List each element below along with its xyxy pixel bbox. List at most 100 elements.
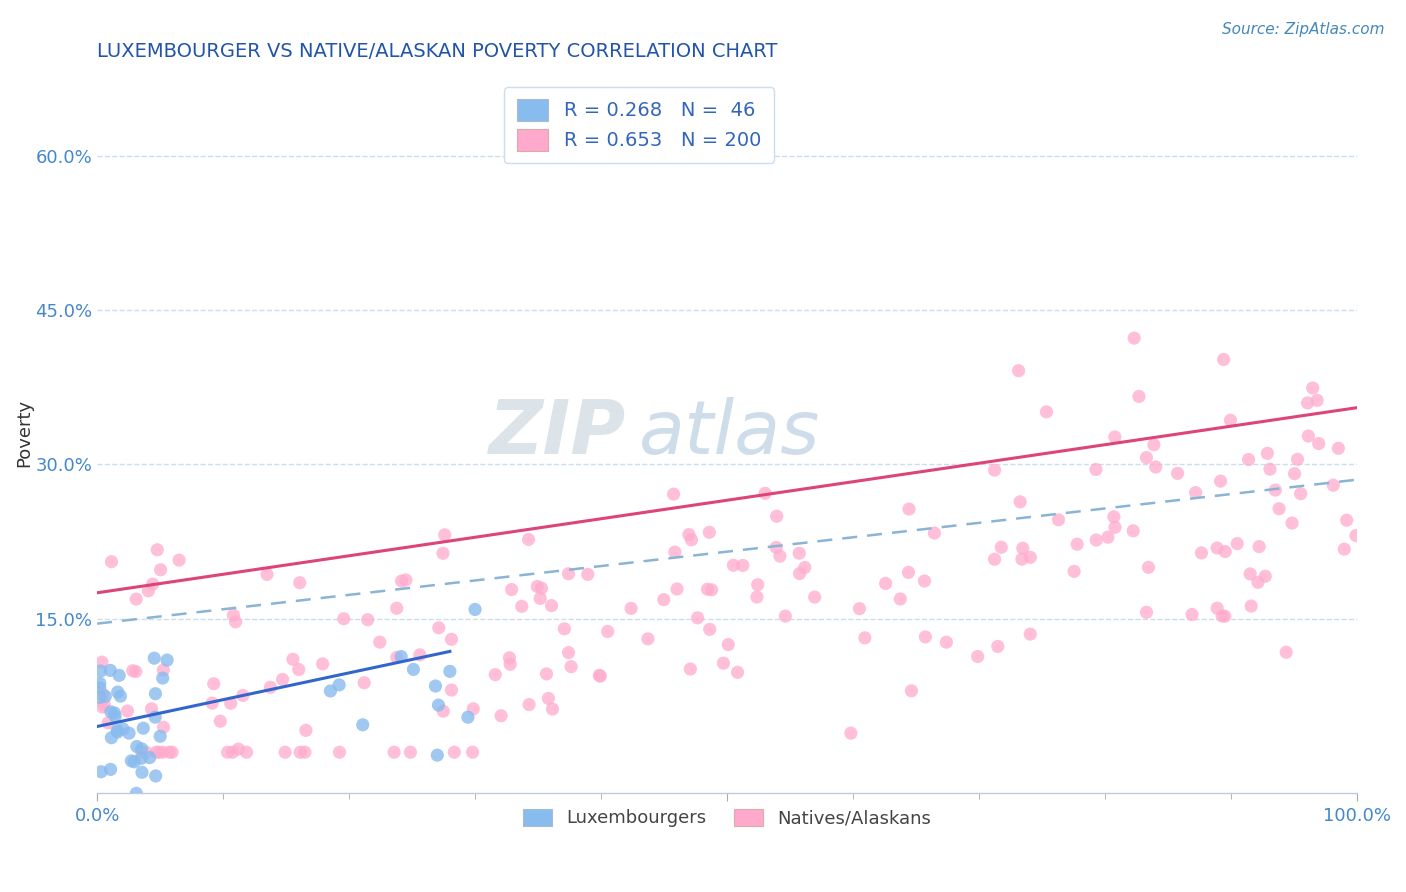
Point <box>898 502 921 516</box>
Point <box>1102 509 1125 524</box>
Point <box>357 613 380 627</box>
Point <box>900 683 922 698</box>
Point <box>427 698 450 713</box>
Point <box>425 679 447 693</box>
Point <box>839 726 862 740</box>
Point <box>352 718 374 732</box>
Point <box>1226 536 1249 550</box>
Point <box>1137 560 1160 574</box>
Point <box>1035 405 1057 419</box>
Point <box>1333 542 1355 557</box>
Point <box>560 659 582 673</box>
Point <box>440 632 463 647</box>
Point <box>662 487 685 501</box>
Point <box>107 685 129 699</box>
Point <box>131 765 153 780</box>
Point <box>135 745 157 759</box>
Point <box>152 671 174 685</box>
Point <box>1308 436 1330 450</box>
Text: Source: ZipAtlas.com: Source: ZipAtlas.com <box>1222 22 1385 37</box>
Point <box>288 575 311 590</box>
Point <box>697 525 720 540</box>
Point <box>553 622 575 636</box>
Point <box>118 726 141 740</box>
Point <box>131 745 153 759</box>
Point <box>517 698 540 712</box>
Point <box>295 723 318 738</box>
Point <box>152 720 174 734</box>
Point <box>526 579 548 593</box>
Point <box>1302 381 1324 395</box>
Point <box>328 678 350 692</box>
Point <box>1289 486 1312 500</box>
Point <box>848 601 870 615</box>
Point <box>1104 520 1126 534</box>
Point <box>100 763 122 777</box>
Point <box>530 581 553 595</box>
Point <box>157 745 180 759</box>
Point <box>1047 513 1070 527</box>
Point <box>1066 537 1088 551</box>
Point <box>1247 575 1270 590</box>
Point <box>747 577 769 591</box>
Point <box>125 739 148 754</box>
Point <box>540 599 562 613</box>
Point <box>89 690 111 705</box>
Point <box>1097 530 1119 544</box>
Point <box>148 745 170 759</box>
Point <box>149 729 172 743</box>
Point <box>699 623 721 637</box>
Point <box>1306 393 1329 408</box>
Point <box>368 635 391 649</box>
Point <box>131 742 153 756</box>
Point <box>111 722 134 736</box>
Point <box>125 592 148 607</box>
Point <box>652 592 675 607</box>
Point <box>228 742 250 756</box>
Point <box>1184 485 1206 500</box>
Point <box>536 667 558 681</box>
Point <box>100 705 122 719</box>
Point <box>443 745 465 759</box>
Point <box>311 657 333 671</box>
Point <box>152 745 174 759</box>
Point <box>259 680 281 694</box>
Point <box>1206 601 1229 615</box>
Point <box>274 745 297 759</box>
Point <box>104 709 127 723</box>
Point <box>1011 541 1033 556</box>
Point <box>696 582 718 597</box>
Point <box>132 721 155 735</box>
Point <box>138 750 160 764</box>
Point <box>700 582 723 597</box>
Point <box>256 567 278 582</box>
Point <box>117 704 139 718</box>
Point <box>681 533 703 547</box>
Point <box>803 590 825 604</box>
Point <box>89 676 111 690</box>
Point <box>875 576 897 591</box>
Point <box>1275 645 1298 659</box>
Point <box>439 665 461 679</box>
Point <box>727 665 749 680</box>
Point <box>402 662 425 676</box>
Point <box>353 675 375 690</box>
Point <box>1144 460 1167 475</box>
Point <box>105 723 128 738</box>
Point <box>489 708 512 723</box>
Point <box>202 677 225 691</box>
Point <box>91 687 114 701</box>
Point <box>125 786 148 800</box>
Point <box>1327 442 1350 456</box>
Point <box>146 542 169 557</box>
Point <box>426 748 449 763</box>
Point <box>1256 446 1278 460</box>
Y-axis label: Poverty: Poverty <box>15 400 32 467</box>
Point <box>1212 352 1234 367</box>
Point <box>1104 430 1126 444</box>
Point <box>787 546 810 560</box>
Point <box>382 745 405 759</box>
Point <box>1206 541 1229 555</box>
Point <box>107 725 129 739</box>
Point <box>201 696 224 710</box>
